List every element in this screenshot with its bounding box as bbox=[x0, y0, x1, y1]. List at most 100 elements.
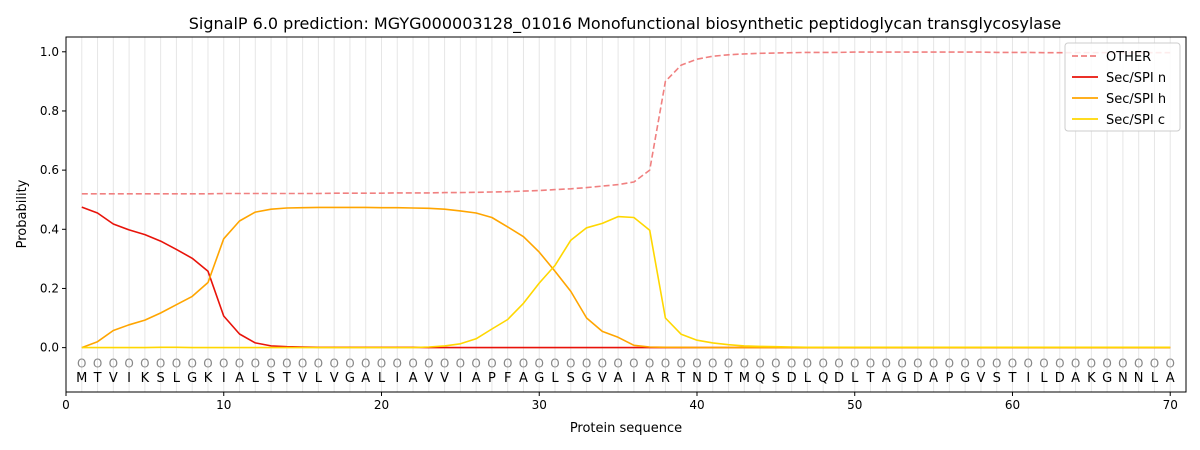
series-line-sec-spi-c bbox=[81, 215, 1171, 349]
region-label: O bbox=[408, 356, 417, 370]
region-label: O bbox=[613, 356, 622, 370]
sequence-residue: I bbox=[395, 371, 399, 386]
sequence-residue: N bbox=[692, 371, 702, 386]
x-tick-label: 40 bbox=[689, 398, 704, 412]
sequence-residue: G bbox=[1102, 371, 1112, 386]
region-label: O bbox=[850, 356, 859, 370]
region-label: O bbox=[93, 356, 102, 370]
region-label: O bbox=[708, 356, 717, 370]
region-label: O bbox=[377, 356, 386, 370]
sequence-residue: D bbox=[913, 371, 923, 386]
x-axis-label: Protein sequence bbox=[570, 421, 682, 436]
sequence-residue: L bbox=[1151, 371, 1159, 386]
region-label: O bbox=[282, 356, 291, 370]
sequence-residue: Q bbox=[818, 371, 828, 386]
sequence-residue: S bbox=[567, 371, 575, 386]
region-label: O bbox=[251, 356, 260, 370]
sequence-residue: D bbox=[834, 371, 844, 386]
region-label: O bbox=[1102, 356, 1111, 370]
x-tick-label: 70 bbox=[1163, 398, 1178, 412]
sequence-residue: P bbox=[945, 371, 953, 386]
grid bbox=[81, 37, 1171, 392]
sequence-residue: S bbox=[157, 371, 165, 386]
sequence-residue: S bbox=[993, 371, 1001, 386]
sequence-residue: L bbox=[851, 371, 859, 386]
sequence-residue: V bbox=[440, 371, 449, 386]
sequence-residue: V bbox=[330, 371, 339, 386]
legend-label-sec-spi-c: Sec/SPI c bbox=[1106, 113, 1165, 128]
region-label: O bbox=[424, 356, 433, 370]
region-label: O bbox=[661, 356, 670, 370]
sequence-residue: K bbox=[204, 371, 213, 386]
sequence-residue: G bbox=[187, 371, 197, 386]
sequence-residue: S bbox=[267, 371, 275, 386]
sequence-residue: A bbox=[361, 371, 370, 386]
y-tick-label: 0.4 bbox=[40, 222, 59, 236]
sequence-residue: T bbox=[866, 371, 875, 386]
sequence-residue: M bbox=[76, 371, 87, 386]
region-label: O bbox=[298, 356, 307, 370]
sequence-residue: L bbox=[378, 371, 386, 386]
region-label: O bbox=[692, 356, 701, 370]
sequence-residue: A bbox=[882, 371, 891, 386]
region-label: O bbox=[172, 356, 181, 370]
region-label: O bbox=[882, 356, 891, 370]
region-label: O bbox=[487, 356, 496, 370]
y-tick-label: 0.6 bbox=[40, 163, 59, 177]
region-label: O bbox=[1071, 356, 1080, 370]
x-axis-ticks: 0 10 20 30 40 50 60 70 bbox=[62, 392, 1178, 412]
region-label: O bbox=[771, 356, 780, 370]
region-label: O bbox=[566, 356, 575, 370]
sequence-residue: D bbox=[708, 371, 718, 386]
sequence-residue: F bbox=[504, 371, 511, 386]
region-label: O bbox=[345, 356, 354, 370]
sequence-residue: G bbox=[582, 371, 592, 386]
region-label: O bbox=[393, 356, 402, 370]
region-label: O bbox=[140, 356, 149, 370]
region-label: O bbox=[897, 356, 906, 370]
region-label: O bbox=[219, 356, 228, 370]
region-label: O bbox=[1087, 356, 1096, 370]
plot-area: OMOTOVOIOKOSOLOGOKOIOAOLOSOTOVOLOVOGOAOL… bbox=[76, 51, 1175, 386]
region-label: O bbox=[818, 356, 827, 370]
x-tick-label: 50 bbox=[847, 398, 862, 412]
sequence-residue: I bbox=[1026, 371, 1030, 386]
series-line-sec-spi-n bbox=[81, 206, 1171, 349]
y-axis-ticks: 0.0 0.2 0.4 0.6 0.8 1.0 bbox=[40, 45, 66, 355]
sequence-residue: V bbox=[424, 371, 433, 386]
region-label: O bbox=[503, 356, 512, 370]
sequence-residue: G bbox=[960, 371, 970, 386]
sequence-residue: A bbox=[409, 371, 418, 386]
x-tick-label: 10 bbox=[216, 398, 231, 412]
region-label: O bbox=[329, 356, 338, 370]
region-label: O bbox=[1150, 356, 1159, 370]
sequence-residue: T bbox=[724, 371, 733, 386]
sequence-residue: T bbox=[282, 371, 291, 386]
region-label: O bbox=[187, 356, 196, 370]
sequence-residue: I bbox=[458, 371, 462, 386]
region-label: O bbox=[235, 356, 244, 370]
region-label: O bbox=[960, 356, 969, 370]
x-tick-label: 60 bbox=[1005, 398, 1020, 412]
series-line-other bbox=[81, 51, 1171, 195]
region-label: O bbox=[1039, 356, 1048, 370]
sequence-residue: A bbox=[1166, 371, 1175, 386]
sequence-residue: V bbox=[598, 371, 607, 386]
sequence-residue: I bbox=[127, 371, 131, 386]
y-tick-label: 0.8 bbox=[40, 104, 59, 118]
legend: OTHER Sec/SPI n Sec/SPI h Sec/SPI c bbox=[1064, 42, 1181, 132]
sequence-residue: L bbox=[252, 371, 260, 386]
sequence-residue: T bbox=[676, 371, 685, 386]
region-label: O bbox=[203, 356, 212, 370]
sequence-residue: V bbox=[298, 371, 307, 386]
region-label: O bbox=[582, 356, 591, 370]
region-label: O bbox=[866, 356, 875, 370]
region-label: O bbox=[456, 356, 465, 370]
y-tick-label: 0.0 bbox=[40, 341, 59, 355]
region-label: O bbox=[913, 356, 922, 370]
sequence-residue: N bbox=[1118, 371, 1128, 386]
sequence-residue: A bbox=[235, 371, 244, 386]
sequence-residue: G bbox=[345, 371, 355, 386]
legend-label-other: OTHER bbox=[1106, 50, 1151, 65]
